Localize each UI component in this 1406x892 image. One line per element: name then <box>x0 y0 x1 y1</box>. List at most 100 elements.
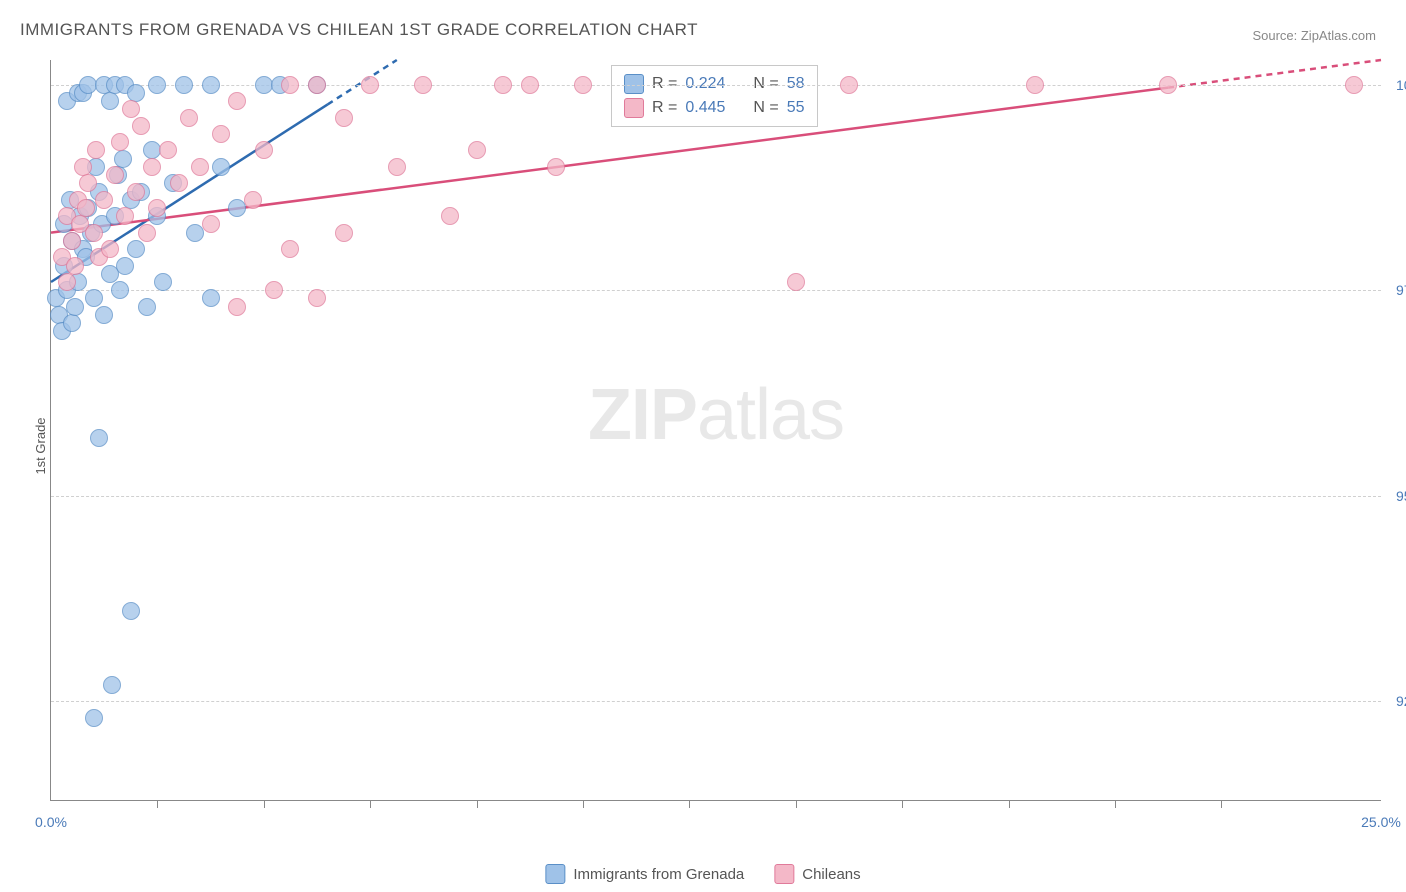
data-point <box>335 109 353 127</box>
legend-label-chileans: Chileans <box>802 866 860 883</box>
gridline <box>51 85 1381 86</box>
data-point <box>122 100 140 118</box>
x-tick <box>902 800 903 808</box>
data-point <box>63 232 81 250</box>
data-point <box>148 76 166 94</box>
watermark-rest: atlas <box>697 375 844 455</box>
data-point <box>361 76 379 94</box>
gridline <box>51 290 1381 291</box>
data-point <box>574 76 592 94</box>
legend-item-grenada: Immigrants from Grenada <box>545 864 744 884</box>
data-point <box>111 133 129 151</box>
data-point <box>1026 76 1044 94</box>
data-point <box>244 191 262 209</box>
chart-title: IMMIGRANTS FROM GRENADA VS CHILEAN 1ST G… <box>20 20 698 40</box>
data-point <box>74 158 92 176</box>
data-point <box>103 676 121 694</box>
data-point <box>180 109 198 127</box>
data-point <box>87 141 105 159</box>
data-point <box>111 281 129 299</box>
legend-label-grenada: Immigrants from Grenada <box>573 866 744 883</box>
data-point <box>66 257 84 275</box>
data-point <box>159 141 177 159</box>
data-point <box>840 76 858 94</box>
r-value: 0.445 <box>685 99 725 117</box>
data-point <box>127 183 145 201</box>
data-point <box>170 174 188 192</box>
data-point <box>255 141 273 159</box>
watermark-bold: ZIP <box>588 375 697 455</box>
data-point <box>335 224 353 242</box>
data-point <box>265 281 283 299</box>
data-point <box>101 240 119 258</box>
watermark: ZIPatlas <box>588 374 844 456</box>
data-point <box>127 84 145 102</box>
x-tick <box>689 800 690 808</box>
data-point <box>191 158 209 176</box>
data-point <box>202 76 220 94</box>
data-point <box>468 141 486 159</box>
data-point <box>66 298 84 316</box>
swatch-grenada-icon <box>545 864 565 884</box>
y-tick-label: 95.0% <box>1386 488 1406 504</box>
data-point <box>202 289 220 307</box>
data-point <box>127 240 145 258</box>
data-point <box>281 76 299 94</box>
source-prefix: Source: <box>1252 28 1300 43</box>
data-point <box>85 224 103 242</box>
gridline <box>51 701 1381 702</box>
x-tick-label: 0.0% <box>35 814 67 830</box>
data-point <box>494 76 512 94</box>
x-tick <box>370 800 371 808</box>
data-point <box>116 207 134 225</box>
data-point <box>212 158 230 176</box>
data-point <box>90 429 108 447</box>
data-point <box>132 117 150 135</box>
data-point <box>547 158 565 176</box>
y-axis-label: 1st Grade <box>33 417 48 474</box>
data-point <box>175 76 193 94</box>
r-label: R = <box>652 99 677 117</box>
data-point <box>138 298 156 316</box>
data-point <box>1159 76 1177 94</box>
data-point <box>114 150 132 168</box>
data-point <box>79 174 97 192</box>
x-tick <box>1115 800 1116 808</box>
x-tick <box>583 800 584 808</box>
x-tick <box>1221 800 1222 808</box>
data-point <box>308 76 326 94</box>
regression-lines-svg <box>51 60 1381 800</box>
n-label: N = <box>753 99 778 117</box>
legend-swatch-icon <box>624 98 644 118</box>
data-point <box>202 215 220 233</box>
data-point <box>414 76 432 94</box>
data-point <box>77 199 95 217</box>
x-tick <box>796 800 797 808</box>
correlation-legend: R =0.224N =58R =0.445N =55 <box>611 65 818 127</box>
data-point <box>95 306 113 324</box>
series-legend: Immigrants from Grenada Chileans <box>545 864 860 884</box>
y-tick-label: 100.0% <box>1386 77 1406 93</box>
source-name: ZipAtlas.com <box>1301 28 1376 43</box>
x-tick <box>264 800 265 808</box>
data-point <box>116 257 134 275</box>
y-tick-label: 92.5% <box>1386 693 1406 709</box>
chart-container: IMMIGRANTS FROM GRENADA VS CHILEAN 1ST G… <box>0 0 1406 892</box>
data-point <box>388 158 406 176</box>
data-point <box>122 602 140 620</box>
gridline <box>51 496 1381 497</box>
data-point <box>101 92 119 110</box>
data-point <box>95 191 113 209</box>
data-point <box>106 166 124 184</box>
data-point <box>1345 76 1363 94</box>
data-point <box>148 199 166 217</box>
data-point <box>138 224 156 242</box>
data-point <box>58 273 76 291</box>
x-tick <box>1009 800 1010 808</box>
data-point <box>63 314 81 332</box>
data-point <box>228 298 246 316</box>
x-tick <box>477 800 478 808</box>
source-credit: Source: ZipAtlas.com <box>1252 28 1376 43</box>
data-point <box>228 92 246 110</box>
data-point <box>85 289 103 307</box>
